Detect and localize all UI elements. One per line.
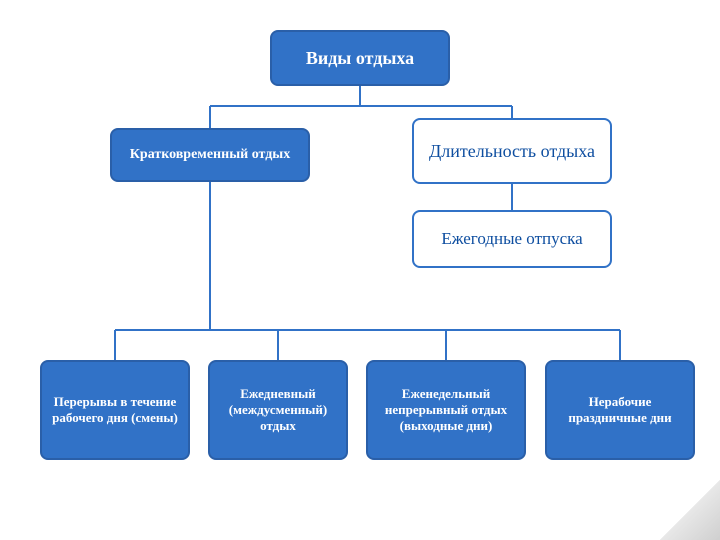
node-label: Еженедельный непрерывный отдых (выходные… [378,386,514,435]
node-duration: Длительность отдыха [412,118,612,184]
node-label: Ежегодные отпуска [441,228,582,249]
node-weekly: Еженедельный непрерывный отдых (выходные… [366,360,526,460]
node-annual: Ежегодные отпуска [412,210,612,268]
node-label: Перерывы в течение рабочего дня (смены) [52,394,178,427]
node-short-term: Кратковременный отдых [110,128,310,182]
node-root: Виды отдыха [270,30,450,86]
page-curl-decoration [660,480,720,540]
node-breaks: Перерывы в течение рабочего дня (смены) [40,360,190,460]
node-label: Виды отдыха [306,47,414,70]
node-label: Ежедневный (междусменный) отдых [220,386,336,435]
node-label: Длительность отдыха [429,140,595,163]
node-label: Кратковременный отдых [130,146,290,164]
node-daily: Ежедневный (междусменный) отдых [208,360,348,460]
node-holidays: Нерабочие праздничные дни [545,360,695,460]
node-label: Нерабочие праздничные дни [557,394,683,427]
